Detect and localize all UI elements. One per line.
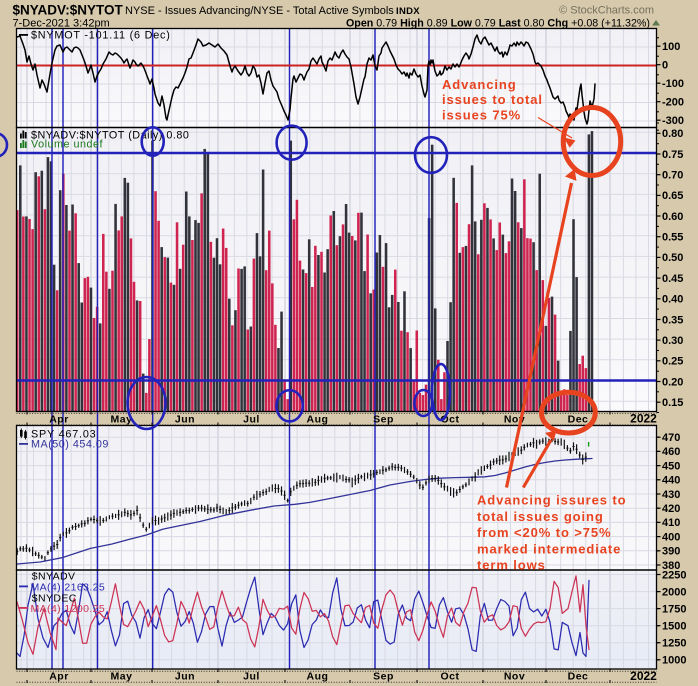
svg-text:1000: 1000 bbox=[662, 655, 686, 667]
svg-text:0.75: 0.75 bbox=[662, 149, 683, 161]
svg-text:NYSE - Issues Advancing/NYSE -: NYSE - Issues Advancing/NYSE - Total Act… bbox=[125, 5, 394, 17]
svg-text:390: 390 bbox=[662, 546, 680, 558]
svg-text:0.70: 0.70 bbox=[662, 169, 683, 181]
svg-text:Aug: Aug bbox=[307, 413, 329, 425]
svg-text:Dec: Dec bbox=[568, 413, 589, 425]
svg-text:400: 400 bbox=[662, 531, 680, 543]
svg-text:430: 430 bbox=[662, 489, 680, 501]
svg-text:Open 0.79 High 0.89 Low 0.79 L: Open 0.79 High 0.89 Low 0.79 Last 0.80 C… bbox=[346, 18, 650, 30]
svg-text:0.60: 0.60 bbox=[662, 211, 683, 223]
svg-text:460: 460 bbox=[662, 446, 680, 458]
svg-text:470: 470 bbox=[662, 432, 680, 444]
svg-text:0.20: 0.20 bbox=[662, 376, 683, 388]
svg-text:Aug: Aug bbox=[307, 671, 329, 683]
svg-text:7-Dec-2021 3:42pm: 7-Dec-2021 3:42pm bbox=[13, 18, 110, 30]
svg-text:Advancing issures to: Advancing issures to bbox=[477, 493, 626, 508]
svg-text:0.50: 0.50 bbox=[662, 252, 683, 264]
svg-text:0.80: 0.80 bbox=[662, 128, 683, 140]
svg-text:issues 75%: issues 75% bbox=[442, 107, 521, 122]
svg-text:0.25: 0.25 bbox=[662, 356, 683, 368]
svg-text:INDX: INDX bbox=[396, 6, 420, 17]
svg-text:$NYADV:$NYTOT (Daily) 0.80: $NYADV:$NYTOT (Daily) 0.80 bbox=[31, 129, 189, 141]
svg-text:Jul: Jul bbox=[243, 413, 260, 425]
svg-text:410: 410 bbox=[662, 517, 680, 529]
svg-text:-100: -100 bbox=[662, 78, 684, 90]
svg-text:1500: 1500 bbox=[662, 620, 686, 632]
svg-text:2022: 2022 bbox=[630, 412, 657, 426]
svg-text:Nov: Nov bbox=[504, 671, 525, 683]
svg-text:Sep: Sep bbox=[373, 671, 394, 683]
svg-text:Apr: Apr bbox=[49, 671, 69, 683]
svg-text:2022: 2022 bbox=[630, 669, 657, 683]
svg-text:marked intermediate: marked intermediate bbox=[477, 541, 621, 556]
svg-text:0.65: 0.65 bbox=[662, 190, 683, 202]
svg-text:May: May bbox=[111, 671, 133, 683]
svg-text:Jul: Jul bbox=[243, 671, 260, 683]
svg-text:Sep: Sep bbox=[373, 413, 394, 425]
svg-text:$NYADV: $NYADV bbox=[32, 571, 76, 583]
svg-text:Advancing: Advancing bbox=[442, 77, 517, 92]
svg-text:from <20% to >75%: from <20% to >75% bbox=[477, 525, 612, 540]
svg-text:issues to total: issues to total bbox=[442, 92, 543, 107]
svg-text:Jun: Jun bbox=[175, 671, 195, 683]
svg-text:420: 420 bbox=[662, 503, 680, 515]
svg-text:Jun: Jun bbox=[175, 413, 195, 425]
svg-text:0.40: 0.40 bbox=[662, 294, 683, 306]
svg-text:2250: 2250 bbox=[662, 569, 686, 581]
svg-text:SPY 467.03: SPY 467.03 bbox=[31, 429, 96, 441]
svg-text:MA(4) 1200.25: MA(4) 1200.25 bbox=[31, 603, 106, 615]
svg-text:2000: 2000 bbox=[662, 586, 686, 598]
svg-text:1750: 1750 bbox=[662, 603, 686, 615]
svg-text:0.35: 0.35 bbox=[662, 314, 683, 326]
svg-text:-300: -300 bbox=[662, 115, 684, 127]
svg-text:$NYADV:$NYTOT: $NYADV:$NYTOT bbox=[13, 3, 124, 18]
svg-text:$NYMOT -101.11 (6 Dec): $NYMOT -101.11 (6 Dec) bbox=[31, 30, 171, 42]
svg-text:total issues going: total issues going bbox=[477, 509, 604, 524]
svg-text:0: 0 bbox=[662, 60, 668, 72]
svg-text:0.55: 0.55 bbox=[662, 232, 683, 244]
svg-text:$NYDEC: $NYDEC bbox=[32, 592, 77, 604]
svg-text:MA(4) 2163.25: MA(4) 2163.25 bbox=[31, 581, 106, 593]
svg-text:-200: -200 bbox=[662, 97, 684, 109]
svg-text:Volume undef: Volume undef bbox=[31, 139, 104, 151]
svg-text:Dec: Dec bbox=[568, 671, 589, 683]
svg-text:Apr: Apr bbox=[49, 413, 69, 425]
svg-text:0.45: 0.45 bbox=[662, 273, 683, 285]
svg-text:Oct: Oct bbox=[440, 671, 459, 683]
svg-text:© StockCharts.com: © StockCharts.com bbox=[559, 5, 654, 17]
svg-text:0.30: 0.30 bbox=[662, 335, 683, 347]
svg-text:380: 380 bbox=[662, 560, 680, 572]
svg-text:May: May bbox=[111, 413, 133, 425]
svg-text:term lows: term lows bbox=[477, 558, 546, 573]
svg-text:450: 450 bbox=[662, 460, 680, 472]
svg-text:440: 440 bbox=[662, 475, 680, 487]
svg-text:0.15: 0.15 bbox=[662, 397, 683, 409]
svg-text:1250: 1250 bbox=[662, 638, 686, 650]
svg-text:100: 100 bbox=[662, 41, 680, 53]
svg-text:MA(50) 454.09: MA(50) 454.09 bbox=[31, 439, 109, 451]
